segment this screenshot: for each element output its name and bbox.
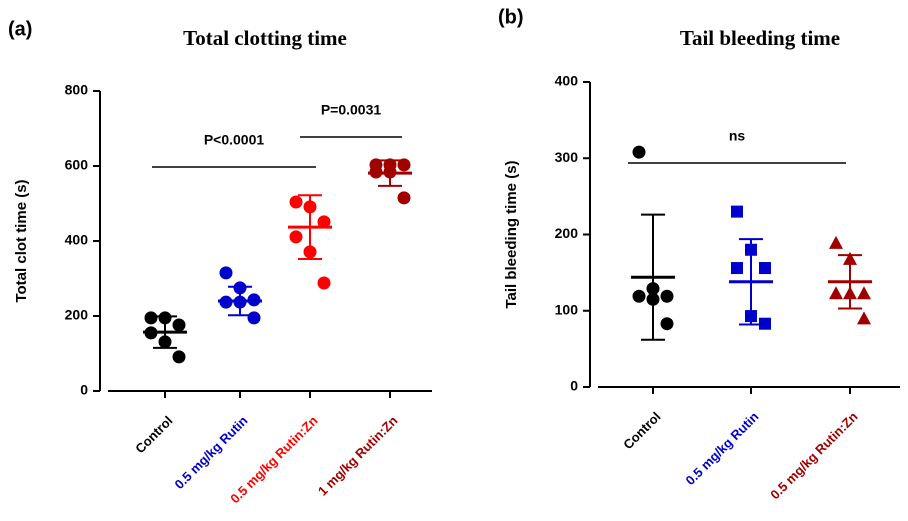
x-tick-label: 0.5 mg/kg Rutin: [171, 413, 250, 492]
y-tick-label: 300: [555, 149, 579, 165]
chart-title: Total clotting time: [183, 26, 347, 50]
y-tick-label: 800: [65, 82, 89, 98]
annotation: P=0.0031: [321, 102, 382, 118]
y-tick-label: 600: [65, 157, 89, 173]
y-axis-label: Total clot time (s): [13, 179, 30, 302]
data-point: [857, 311, 871, 325]
data-point: [759, 262, 771, 275]
x-tick-label: Control: [620, 409, 663, 452]
x-tick-label: 0.5 mg/kg Rutin:Zn: [767, 409, 860, 502]
data-point: [660, 317, 674, 331]
data-point: [144, 311, 158, 325]
x-tick-label: 1 mg/kg Rutin:Zn: [315, 413, 401, 499]
y-tick-label: 200: [555, 225, 579, 241]
x-tick-label: 0.5 mg/kg Rutin: [682, 409, 761, 488]
data-point: [289, 195, 303, 209]
data-point: [397, 191, 411, 205]
y-tick-label: 400: [555, 73, 579, 89]
y-tick-label: 100: [555, 301, 579, 317]
data-point: [829, 235, 843, 249]
panel-label: (b): [498, 6, 524, 28]
y-axis-label: Tail bleeding time (s): [503, 160, 520, 308]
annotation: ns: [729, 128, 746, 144]
data-point: [172, 350, 186, 364]
data-point: [317, 215, 331, 229]
y-tick-label: 0: [80, 382, 88, 398]
data-point: [317, 276, 331, 290]
data-point: [289, 230, 303, 244]
chart-title: Tail bleeding time: [680, 26, 840, 50]
data-point: [632, 289, 646, 303]
data-point: [172, 318, 186, 332]
data-point: [397, 158, 411, 172]
data-point: [829, 286, 843, 300]
panel-label: (a): [8, 18, 32, 40]
data-point: [857, 286, 871, 300]
data-point: [660, 289, 674, 303]
data-point: [759, 317, 771, 330]
data-point: [219, 266, 233, 280]
y-tick-label: 200: [65, 307, 89, 323]
y-tick-label: 400: [65, 232, 89, 248]
data-point: [632, 145, 646, 159]
y-tick-label: 0: [570, 378, 578, 394]
data-point: [247, 311, 261, 325]
data-point: [731, 262, 743, 275]
annotation: P<0.0001: [204, 132, 265, 148]
data-point: [731, 205, 743, 218]
x-tick-label: Control: [132, 413, 175, 456]
